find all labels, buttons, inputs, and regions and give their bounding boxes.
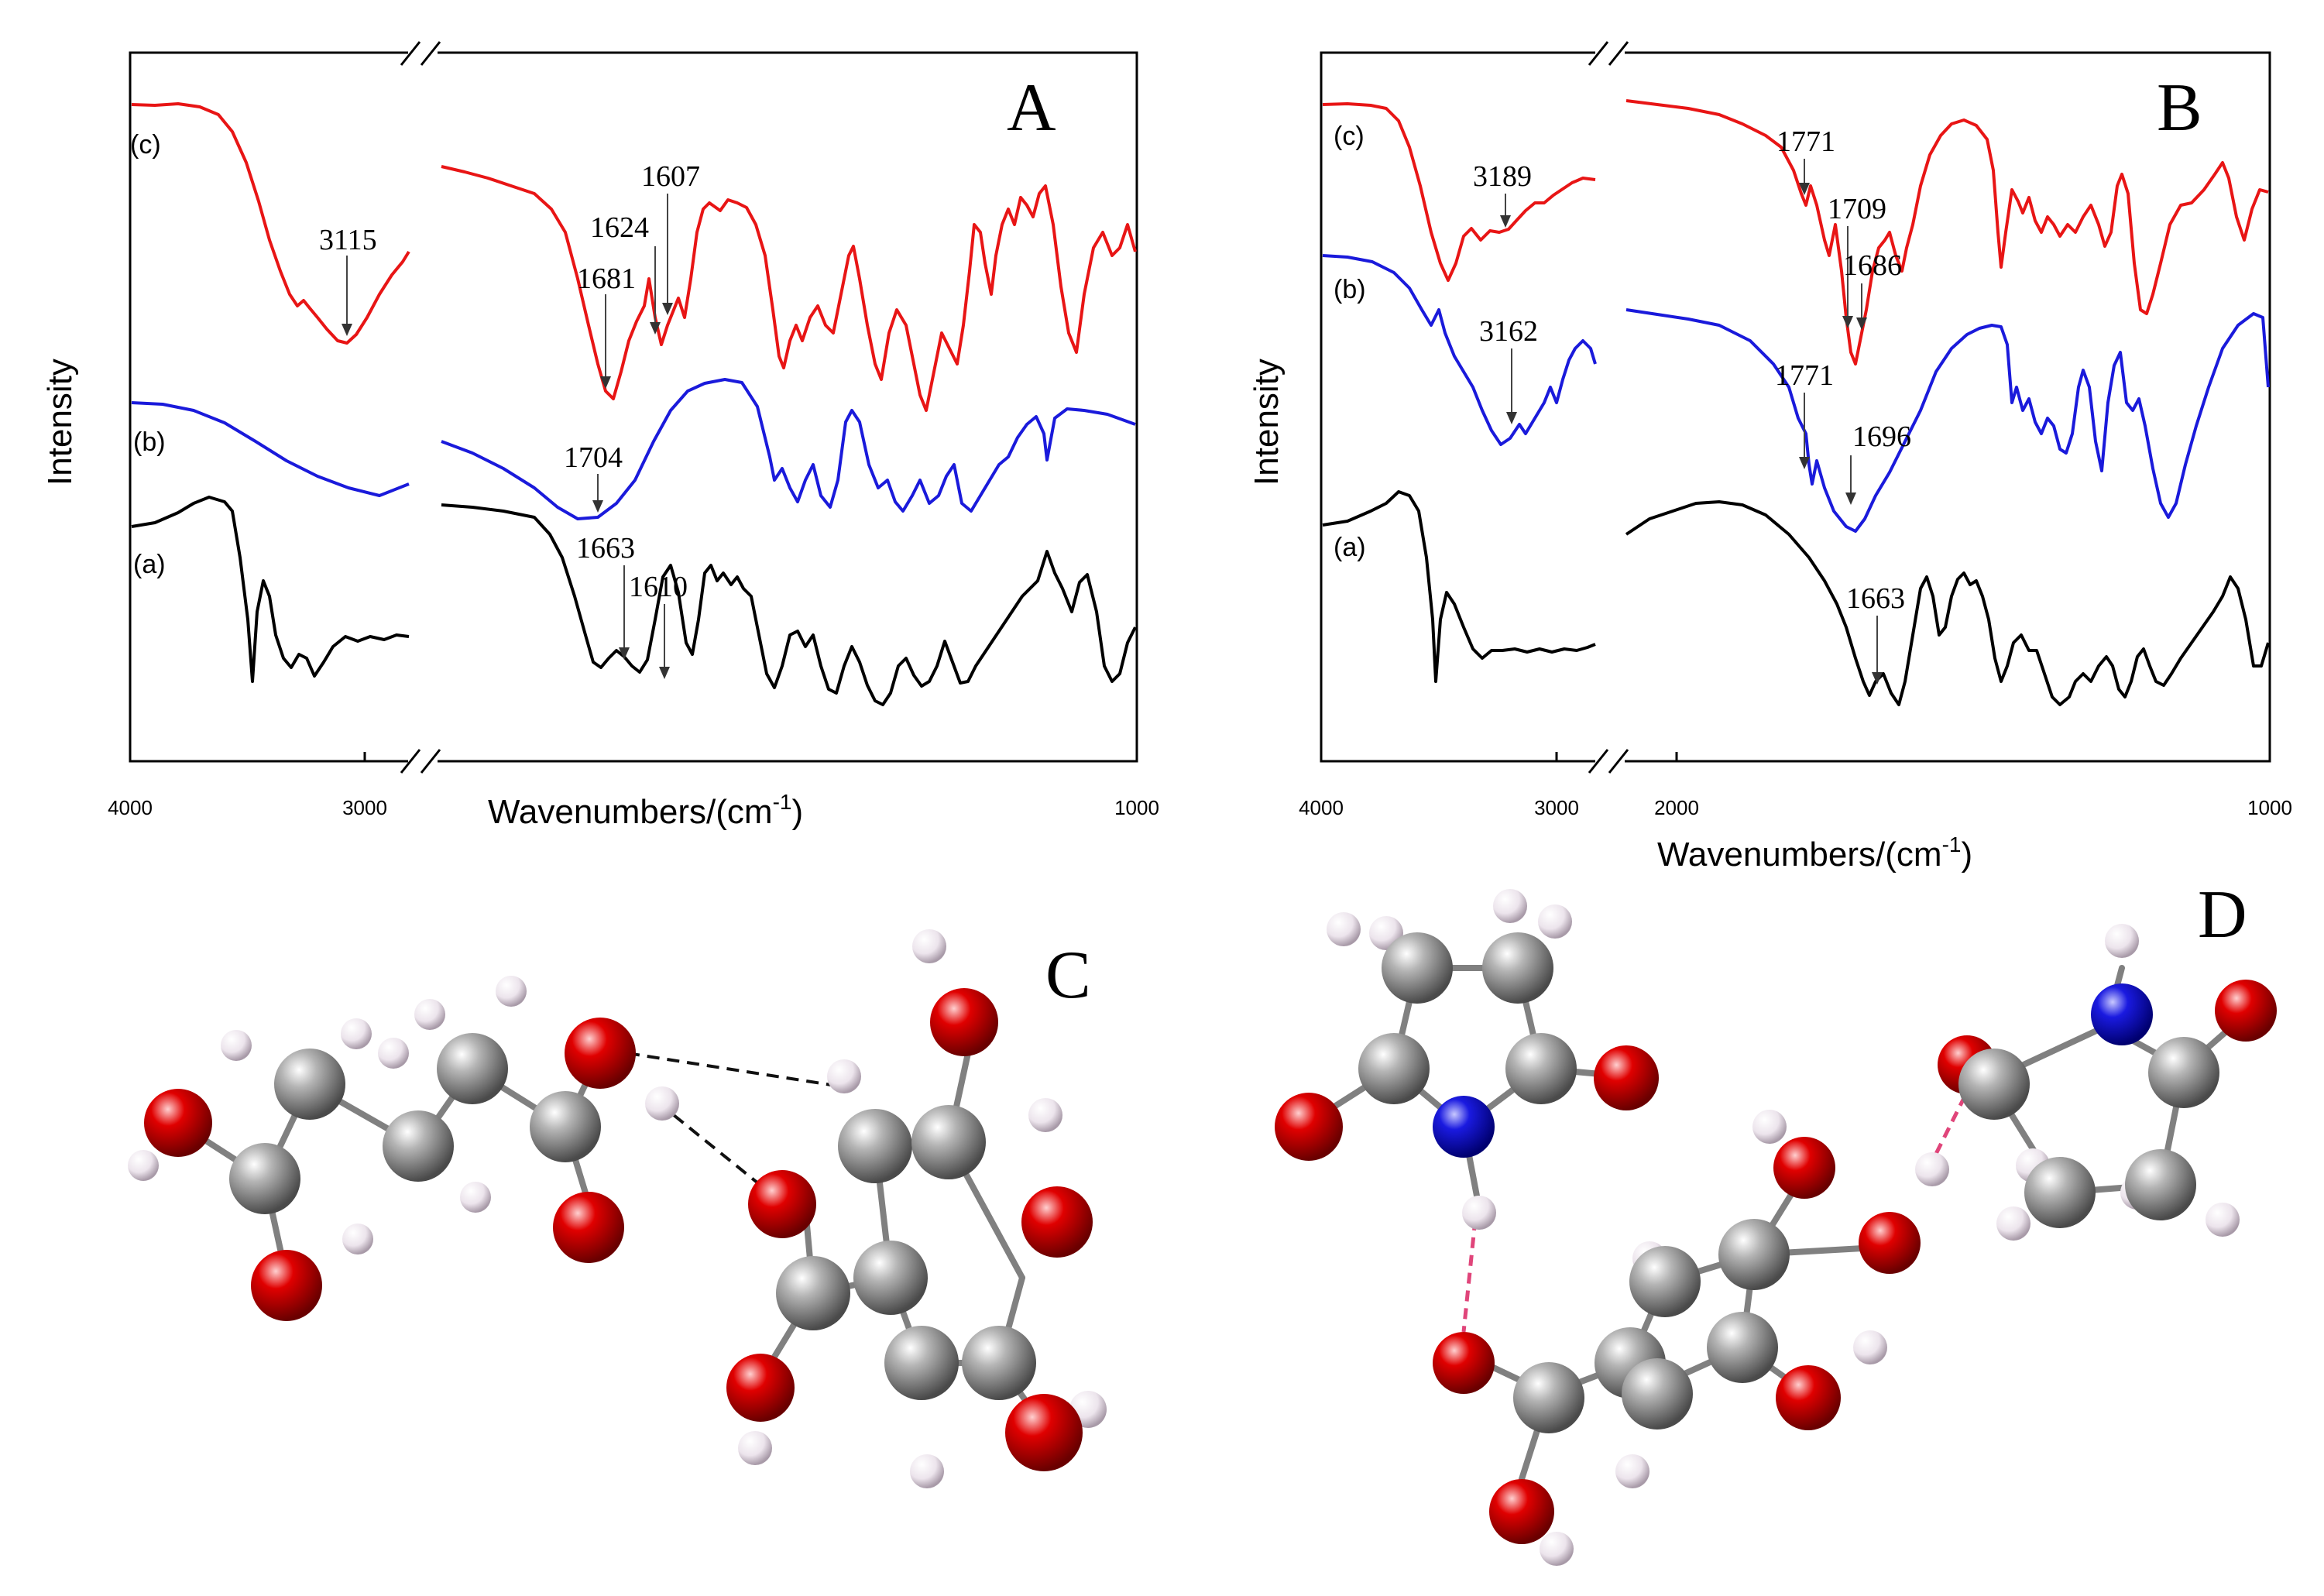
panel-b-peak-1686: 1686 bbox=[1843, 249, 1902, 282]
panel-b-label-c: (c) bbox=[1334, 122, 1365, 151]
panel-a-peak-1607: 1607 bbox=[641, 160, 700, 193]
panel-a-tick-1000: 1000 bbox=[1114, 796, 1159, 819]
panel-b-tick-4000: 4000 bbox=[1299, 796, 1344, 819]
panel-a-xlabel: Wavenumbers/(cm-1) bbox=[488, 790, 803, 831]
panel-b-tick-3000: 3000 bbox=[1534, 796, 1579, 819]
panel-b-tick-2000: 2000 bbox=[1654, 796, 1699, 819]
panel-b-peak-1696: 1696 bbox=[1852, 420, 1911, 453]
panel-a-axis-break bbox=[408, 43, 438, 774]
panel-b-series-b-left bbox=[1322, 254, 1597, 446]
panel-b-series-b-right bbox=[1625, 308, 2270, 533]
panel-c-atoms bbox=[128, 929, 1107, 1488]
panel-a-ylabel: Intensity bbox=[41, 359, 79, 486]
panel-d-molecule: D bbox=[1275, 877, 2277, 1566]
panel-a-series-b-left bbox=[131, 401, 410, 497]
panel-a-peak-3115: 3115 bbox=[319, 224, 377, 256]
panel-b-peaks: 3189 1771 1709 1686 3162 1771 1696 1663 bbox=[1473, 125, 1911, 685]
panel-d-letter: D bbox=[2198, 877, 2247, 952]
panel-b: B Intensity Wavenumbers/(cm-1) 4000 3000… bbox=[1248, 41, 2292, 874]
panel-a-label-b: (b) bbox=[133, 427, 166, 457]
panel-b-label-a: (a) bbox=[1334, 533, 1366, 562]
panel-a-series-c-left bbox=[131, 102, 410, 345]
panel-a-tick-3000: 3000 bbox=[342, 796, 387, 819]
panel-a-peak-1610: 1610 bbox=[629, 571, 688, 603]
panel-b-xlabel: Wavenumbers/(cm-1) bbox=[1657, 832, 1972, 874]
panel-d-hbond-1 bbox=[1461, 1219, 1478, 1333]
panel-a-series-a-left bbox=[131, 496, 410, 683]
panel-b-peak-1771-c: 1771 bbox=[1776, 125, 1835, 158]
panel-c-letter: C bbox=[1045, 938, 1091, 1013]
panel-a-series-a-right bbox=[441, 503, 1137, 706]
panel-a-peaks: 3115 1681 1624 1607 1704 1663 1610 bbox=[319, 160, 700, 679]
panel-a-series-b-right bbox=[441, 378, 1136, 520]
panel-b-frame bbox=[1320, 51, 2271, 763]
panel-b-series-a-left bbox=[1322, 490, 1596, 683]
panel-b-peak-1771-b: 1771 bbox=[1775, 359, 1834, 392]
panel-b-series-c-right bbox=[1625, 99, 2269, 366]
panel-a-peak-1704: 1704 bbox=[564, 441, 623, 474]
panel-a-peak-1624: 1624 bbox=[590, 211, 649, 244]
panel-a-label-c: (c) bbox=[130, 130, 161, 160]
panel-a-label-a: (a) bbox=[133, 550, 166, 579]
panel-a-frame bbox=[129, 51, 1138, 763]
panel-b-peak-3162: 3162 bbox=[1479, 315, 1538, 348]
panel-b-letter: B bbox=[2157, 70, 2202, 146]
panel-b-series-a-right bbox=[1625, 500, 2270, 706]
panel-a-series-c-right bbox=[441, 165, 1137, 412]
panel-b-peak-1709: 1709 bbox=[1828, 193, 1886, 225]
panel-b-axis-break bbox=[1595, 43, 1625, 774]
panel-a-peak-1681: 1681 bbox=[577, 263, 636, 295]
panel-a-letter: A bbox=[1007, 70, 1056, 146]
panel-b-tick-1000: 1000 bbox=[2247, 796, 2292, 819]
panel-d-atoms bbox=[1275, 889, 2277, 1566]
panel-a-tick-4000: 4000 bbox=[108, 796, 153, 819]
panel-a-ticks: 4000 3000 1000 bbox=[108, 752, 1159, 819]
panel-b-label-b: (b) bbox=[1334, 275, 1366, 304]
panel-b-peak-3189: 3189 bbox=[1473, 160, 1532, 193]
panel-b-series-c-left bbox=[1322, 102, 1596, 282]
panel-a-peak-1663: 1663 bbox=[576, 532, 635, 565]
panel-b-ticks: 4000 3000 2000 1000 bbox=[1299, 752, 2292, 819]
panel-b-ylabel: Intensity bbox=[1248, 359, 1286, 486]
panel-c-hbond-1 bbox=[626, 1052, 837, 1087]
panel-a: A Intensity Wavenumbers/(cm-1) 4000 3000… bbox=[41, 41, 1159, 831]
panel-c-molecule: C bbox=[128, 929, 1107, 1488]
panel-b-peak-1663: 1663 bbox=[1846, 582, 1905, 615]
